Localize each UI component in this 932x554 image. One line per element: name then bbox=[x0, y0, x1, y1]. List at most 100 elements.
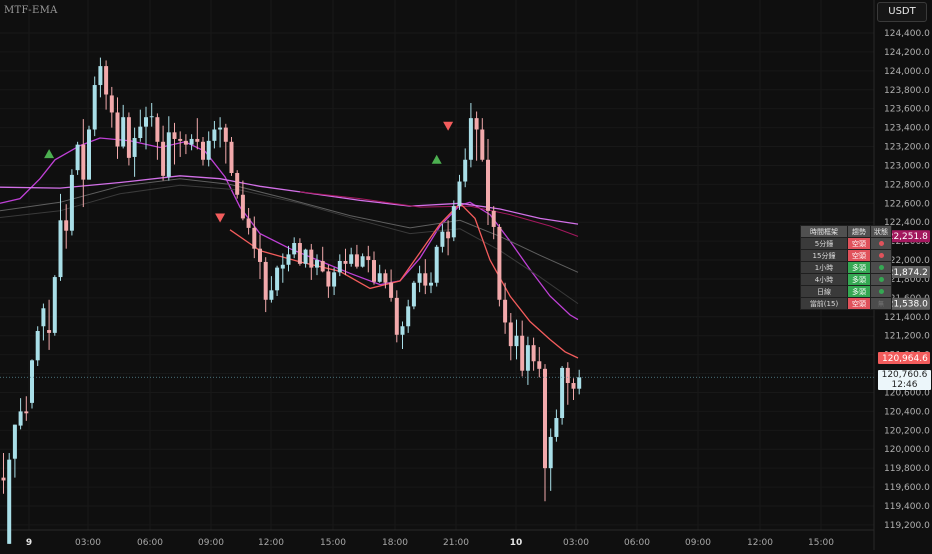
candle-body bbox=[429, 282, 433, 286]
ema-line bbox=[0, 178, 579, 273]
trend-row-status bbox=[870, 237, 892, 250]
time-tick-label: 06:00 bbox=[137, 538, 163, 548]
candle-body bbox=[206, 140, 211, 160]
time-tick-label: 12:00 bbox=[747, 538, 773, 548]
candle-body bbox=[12, 424, 17, 459]
candle-body bbox=[218, 127, 223, 130]
sell-signal-marker bbox=[443, 121, 454, 131]
candle-body bbox=[149, 116, 154, 118]
price-tick-label: 121,400.0 bbox=[884, 313, 930, 323]
status-dot bbox=[878, 240, 884, 246]
candle-body bbox=[309, 249, 314, 268]
candle-body bbox=[144, 117, 148, 127]
candle-body bbox=[47, 330, 52, 333]
candle-body bbox=[195, 138, 200, 142]
currency-button[interactable]: USDT bbox=[877, 2, 927, 22]
candle-body bbox=[58, 220, 63, 278]
candle-body bbox=[240, 194, 245, 219]
candle-body bbox=[360, 256, 365, 267]
candle-body bbox=[286, 254, 291, 265]
time-tick-label: 18:00 bbox=[382, 538, 408, 548]
candle-body bbox=[98, 66, 103, 86]
sell-signal-marker bbox=[215, 213, 226, 223]
candle-body bbox=[332, 272, 337, 287]
header-trend: 趨勢 bbox=[847, 225, 871, 238]
candle-body bbox=[252, 227, 257, 249]
price-tick-label: 122,600.0 bbox=[884, 199, 930, 209]
candle-body bbox=[571, 383, 576, 389]
candle-body bbox=[138, 126, 143, 139]
price-tick-label: 119,200.0 bbox=[884, 521, 930, 531]
candle-body bbox=[18, 411, 23, 426]
trend-row-timeframe: 4小時 bbox=[800, 273, 848, 286]
candle-body bbox=[366, 256, 371, 261]
candle-body bbox=[315, 260, 319, 268]
time-tick-label: 03:00 bbox=[563, 538, 589, 548]
price-tick-label: 122,800.0 bbox=[884, 180, 930, 190]
candle-body bbox=[520, 335, 525, 371]
candle-body bbox=[292, 243, 297, 255]
ema-line bbox=[229, 202, 579, 359]
candle-body bbox=[514, 335, 519, 347]
candle-body bbox=[349, 254, 354, 264]
candle-body bbox=[183, 140, 188, 145]
trend-row-timeframe: 1小時 bbox=[800, 261, 848, 274]
candle-body bbox=[377, 273, 382, 282]
candle-body bbox=[178, 138, 183, 141]
price-tick-label: 120,600.0 bbox=[884, 388, 930, 398]
trend-row-timeframe: 15分鐘 bbox=[800, 249, 848, 262]
candle-body bbox=[354, 254, 359, 267]
candle-body bbox=[577, 377, 582, 389]
candle-body bbox=[201, 141, 205, 160]
time-tick-label: 10 bbox=[510, 538, 523, 548]
candle-body bbox=[554, 418, 559, 437]
mtf-trend-table: 時間框架 趨勢 狀態 5分鐘 空頭 15分鐘 空頭 1小時 多頭 4小時 多頭 … bbox=[800, 225, 892, 310]
candle-body bbox=[491, 210, 496, 227]
candle-body bbox=[406, 306, 411, 327]
candle-body bbox=[92, 85, 97, 130]
price-tick-label: 122,400.0 bbox=[884, 218, 930, 228]
candle-body bbox=[109, 95, 114, 113]
candle-body bbox=[474, 118, 479, 130]
status-dot bbox=[878, 288, 884, 294]
candle-body bbox=[275, 267, 280, 291]
time-tick-label: 09:00 bbox=[198, 538, 224, 548]
candle-body bbox=[87, 129, 91, 180]
ema-line bbox=[0, 184, 579, 305]
candle-body bbox=[543, 368, 547, 469]
candle-body bbox=[548, 436, 553, 469]
trend-table-header: 時間框架 趨勢 狀態 bbox=[800, 225, 892, 238]
price-tick-label: 123,800.0 bbox=[884, 86, 930, 96]
candle-body bbox=[166, 132, 171, 177]
candle-body bbox=[280, 264, 285, 269]
trend-row-trend: 多頭 bbox=[847, 285, 871, 298]
status-dot bbox=[878, 252, 884, 258]
candle-body bbox=[235, 173, 240, 195]
trend-row-status bbox=[870, 261, 892, 274]
header-status: 狀態 bbox=[870, 225, 892, 238]
candle-body bbox=[451, 206, 456, 238]
candle-body bbox=[81, 144, 86, 180]
candle-body bbox=[1, 477, 6, 481]
candle-body bbox=[161, 141, 166, 176]
header-timeframe: 時間框架 bbox=[800, 225, 848, 238]
price-tick-label: 122,000.0 bbox=[884, 256, 930, 266]
price-tick-label: 121,200.0 bbox=[884, 332, 930, 342]
candle-body bbox=[440, 231, 445, 247]
candle-body bbox=[565, 367, 570, 384]
trend-row: 1小時 多頭 bbox=[800, 261, 892, 274]
price-tick-label: 120,000.0 bbox=[884, 445, 930, 455]
last-price-value: 120,760.6 bbox=[881, 370, 928, 380]
candle-body bbox=[41, 308, 46, 327]
price-tick-label: 119,800.0 bbox=[884, 464, 930, 474]
bar-countdown: 12:46 bbox=[891, 380, 918, 390]
candle-body bbox=[537, 361, 542, 369]
candle-body bbox=[30, 360, 34, 403]
trend-row: 5分鐘 空頭 bbox=[800, 237, 892, 250]
buy-signal-marker bbox=[44, 149, 55, 159]
candle-body bbox=[417, 273, 422, 283]
candle-body bbox=[497, 226, 502, 300]
price-tick-label: 123,400.0 bbox=[884, 124, 930, 134]
